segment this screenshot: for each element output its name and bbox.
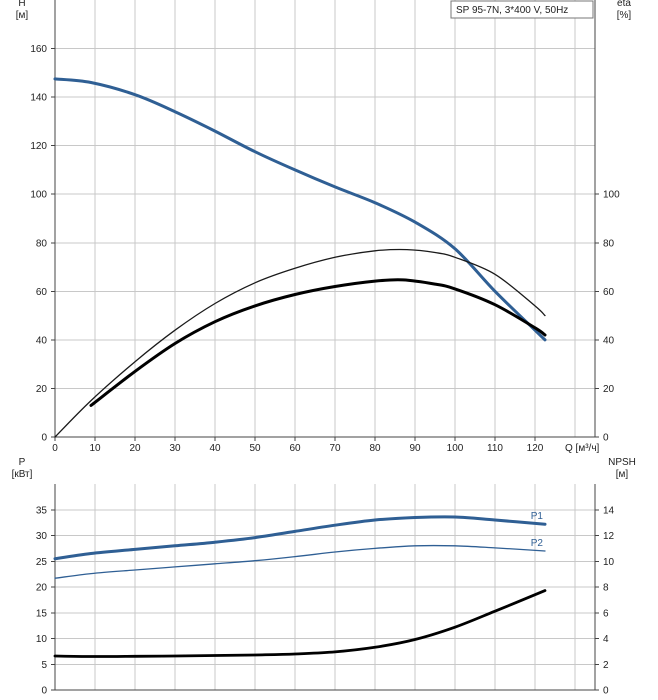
y-left-tick-label: 20 [36, 583, 48, 594]
y-left-axis-unit: [м] [16, 10, 29, 21]
x-tick-label: 30 [169, 443, 181, 454]
y-left-tick-label: 30 [36, 531, 48, 542]
power-npsh-chart: 0 5 10 15 20 25 30 35 0 2 4 6 8 10 12 14 P[кВт] NPSH[м] P1… [12, 457, 636, 697]
x-tick-label: 0 [52, 443, 58, 454]
y-left-tick-label: 160 [30, 44, 47, 55]
y-left-tick-label: 0 [41, 433, 47, 444]
series-line [54, 544, 546, 579]
y-right-tick-label: 2 [603, 660, 609, 671]
y-right-tick-label: 0 [603, 433, 609, 444]
y-left-tick-label: 15 [36, 608, 48, 619]
series-line [53, 515, 547, 561]
y-right-tick-label: 4 [603, 634, 609, 645]
y-left-tick-label: 140 [30, 93, 47, 104]
title-box-frame [450, 0, 594, 19]
series-label: P2 [531, 538, 544, 549]
y-left-axis-unit: [кВт] [12, 469, 33, 480]
y-left-tick-label: 100 [30, 190, 47, 201]
y-right-axis-title: eta [617, 0, 631, 9]
y-left-axis-title: P [19, 457, 26, 468]
series-line [53, 589, 547, 658]
series-line [54, 248, 546, 438]
x-tick-label: 10 [89, 443, 101, 454]
y-left-tick-label: 35 [36, 505, 48, 516]
y-right-tick-label: 40 [603, 335, 615, 346]
y-left-tick-label: 25 [36, 557, 48, 568]
y-right-axis-unit: [%] [617, 10, 632, 21]
y-right-tick-label: 0 [603, 686, 609, 697]
chart-title-box: SP 95-7N, 3*400 V, 50Hz [450, 0, 594, 19]
x-tick-label: 120 [527, 443, 544, 454]
chart-title: SP 95-7N, 3*400 V, 50Hz [456, 5, 568, 16]
series-line [89, 278, 547, 407]
x-tick-label: 90 [409, 443, 421, 454]
y-left-tick-label: 5 [41, 660, 47, 671]
x-tick-label: 110 [487, 443, 503, 454]
series-label: P1 [531, 511, 544, 522]
y-right-tick-label: 12 [603, 531, 615, 542]
y-left-tick-label: 0 [41, 686, 47, 697]
x-tick-label: 70 [329, 443, 341, 454]
y-right-axis-unit: [м] [616, 469, 629, 480]
series-line [53, 77, 547, 342]
y-right-tick-label: 20 [603, 384, 615, 395]
y-left-tick-label: 120 [30, 141, 47, 152]
y-left-tick-label: 10 [36, 634, 48, 645]
head-efficiency-chart: 0 20 40 60 80 100 120 140 160 0 20 40 60 80 100 0 10 20 30… [16, 0, 632, 454]
x-tick-label: 40 [209, 443, 221, 454]
y-left-tick-label: 40 [36, 335, 48, 346]
y-right-tick-label: 60 [603, 287, 615, 298]
y-left-tick-label: 80 [36, 238, 48, 249]
y-left-tick-label: 60 [36, 287, 48, 298]
x-tick-label: 100 [447, 443, 464, 454]
y-right-tick-label: 80 [603, 238, 615, 249]
y-left-axis-title: H [18, 0, 25, 9]
y-right-tick-label: 10 [603, 557, 615, 568]
x-tick-label: 60 [289, 443, 301, 454]
y-right-axis-title: NPSH [608, 457, 636, 468]
y-left-tick-label: 20 [36, 384, 48, 395]
y-right-tick-label: 8 [603, 583, 609, 594]
x-axis-label: Q [м³/ч] [565, 443, 600, 454]
x-tick-label: 80 [369, 443, 381, 454]
y-right-tick-label: 6 [603, 608, 609, 619]
x-tick-label: 50 [249, 443, 261, 454]
y-right-tick-label: 100 [603, 190, 620, 201]
y-right-tick-label: 14 [603, 505, 615, 516]
x-tick-label: 20 [129, 443, 141, 454]
